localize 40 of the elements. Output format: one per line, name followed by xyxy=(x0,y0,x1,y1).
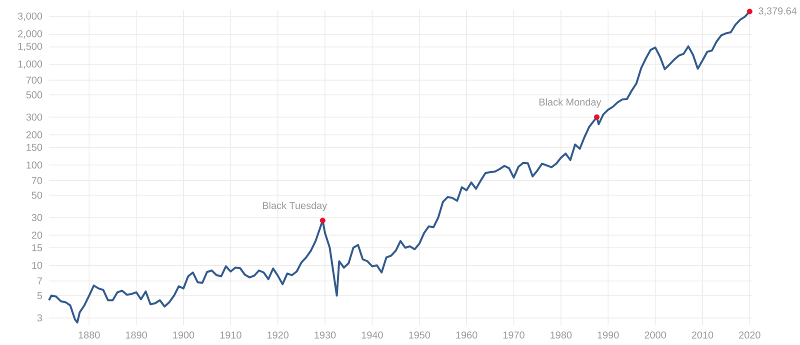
x-tick-label: 1920 xyxy=(268,332,289,339)
y-tick-label: 3,000 xyxy=(18,12,42,21)
x-tick-label: 1890 xyxy=(126,332,147,339)
annotation: Black Tuesday xyxy=(262,202,328,212)
x-tick-label: 1950 xyxy=(409,332,430,339)
x-tick-label: 1970 xyxy=(503,332,524,339)
y-tick-label: 70 xyxy=(32,177,42,184)
annotation: Black Monday xyxy=(539,98,602,108)
annotation: 3,379.64 xyxy=(758,7,797,16)
x-tick-label: 1930 xyxy=(314,332,336,339)
y-tick-label: 15 xyxy=(32,244,42,252)
y-tick-label: 150 xyxy=(26,144,42,151)
y-tick-label: 700 xyxy=(26,76,42,84)
y-tick-label: 50 xyxy=(32,192,42,199)
y-tick-label: 5 xyxy=(37,292,42,300)
y-tick-label: 500 xyxy=(26,91,42,98)
y-tick-label: 200 xyxy=(26,131,42,138)
y-tick-label: 300 xyxy=(26,114,42,121)
x-tick-label: 1910 xyxy=(220,332,242,339)
x-tick-label: 1900 xyxy=(173,332,194,339)
y-tick-label: 3 xyxy=(37,314,42,322)
y-tick-label: 7 xyxy=(37,278,42,284)
point xyxy=(746,8,752,14)
x-tick-label: 2010 xyxy=(692,332,714,339)
y-tick-label: 1,000 xyxy=(18,60,42,69)
x-tick-label: 2000 xyxy=(644,332,666,339)
y-tick-label: 20 xyxy=(32,232,42,239)
x-tick-label: 1880 xyxy=(78,332,100,339)
y-tick-label: 10 xyxy=(32,262,42,269)
x-tick-label: 1990 xyxy=(598,332,619,339)
y-tick-label: 1,500 xyxy=(18,42,42,52)
y-tick-label: 30 xyxy=(32,214,42,222)
x-tick-label: 2020 xyxy=(739,332,760,339)
y-tick-label: 2,000 xyxy=(18,30,42,39)
y-tick-label: 100 xyxy=(26,161,42,169)
point xyxy=(594,114,600,120)
x-tick-label: 1960 xyxy=(456,332,478,339)
x-tick-label: 1980 xyxy=(550,332,572,339)
point xyxy=(320,218,326,224)
x-tick-label: 1940 xyxy=(362,332,383,339)
